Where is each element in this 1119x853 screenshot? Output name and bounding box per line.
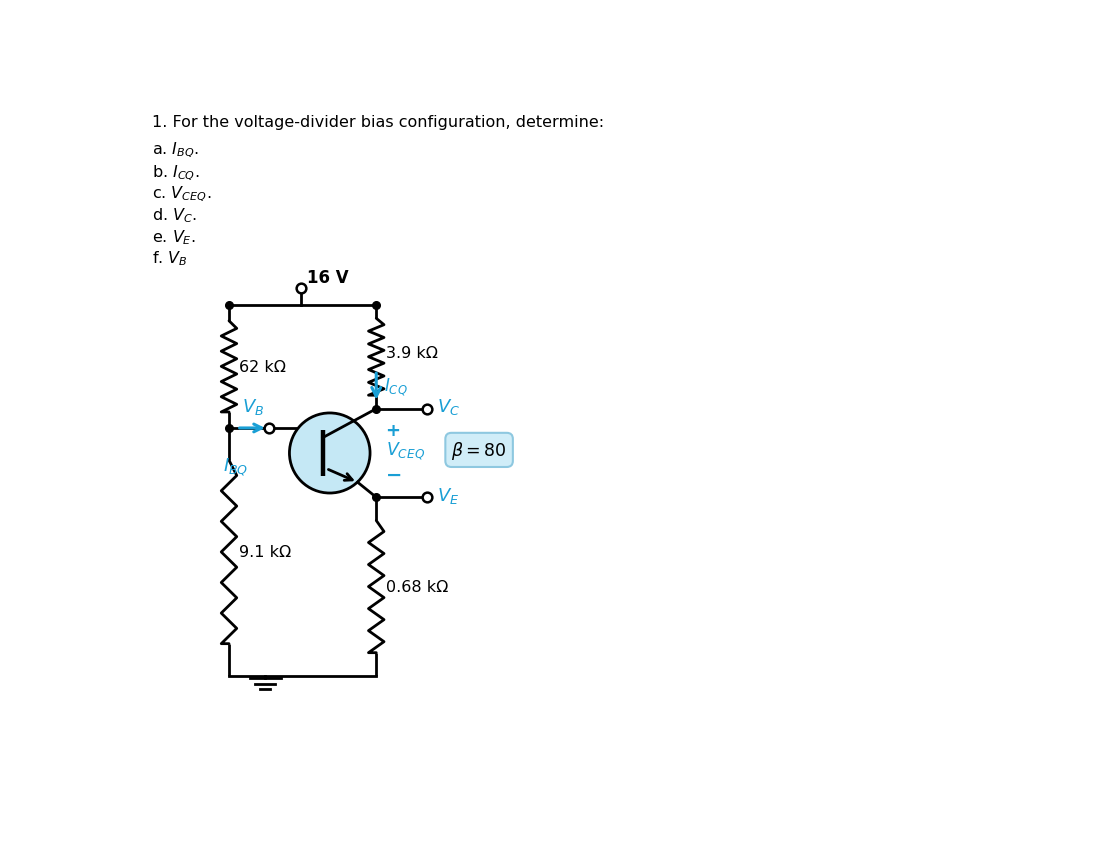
Text: 1. For the voltage-divider bias configuration, determine:: 1. For the voltage-divider bias configur… <box>151 114 603 130</box>
Text: e. $V_E$.: e. $V_E$. <box>151 228 196 247</box>
Text: d. $V_C$.: d. $V_C$. <box>151 206 197 225</box>
Text: c. $V_{CEQ}$.: c. $V_{CEQ}$. <box>151 184 211 204</box>
Text: a. $I_{BQ}$.: a. $I_{BQ}$. <box>151 140 198 160</box>
Text: 0.68 kΩ: 0.68 kΩ <box>386 579 448 595</box>
Text: $\beta = 80$: $\beta = 80$ <box>451 439 507 461</box>
Text: 9.1 kΩ: 9.1 kΩ <box>239 545 291 560</box>
Circle shape <box>290 414 370 493</box>
Text: f. $V_B$: f. $V_B$ <box>151 249 187 268</box>
Text: 16 V: 16 V <box>308 269 349 287</box>
Text: 3.9 kΩ: 3.9 kΩ <box>386 346 438 361</box>
Text: $I_{BQ}$: $I_{BQ}$ <box>223 456 248 477</box>
Text: $V_{CEQ}$: $V_{CEQ}$ <box>386 439 425 461</box>
Text: b. $I_{CQ}$.: b. $I_{CQ}$. <box>151 163 199 183</box>
Text: $V_B$: $V_B$ <box>242 397 264 417</box>
Text: $V_C$: $V_C$ <box>436 397 460 417</box>
Text: 62 kΩ: 62 kΩ <box>239 359 286 374</box>
Text: $I_{CQ}$: $I_{CQ}$ <box>384 376 407 397</box>
Text: $V_E$: $V_E$ <box>436 485 459 505</box>
Text: +: + <box>386 421 401 439</box>
Text: −: − <box>386 466 402 485</box>
